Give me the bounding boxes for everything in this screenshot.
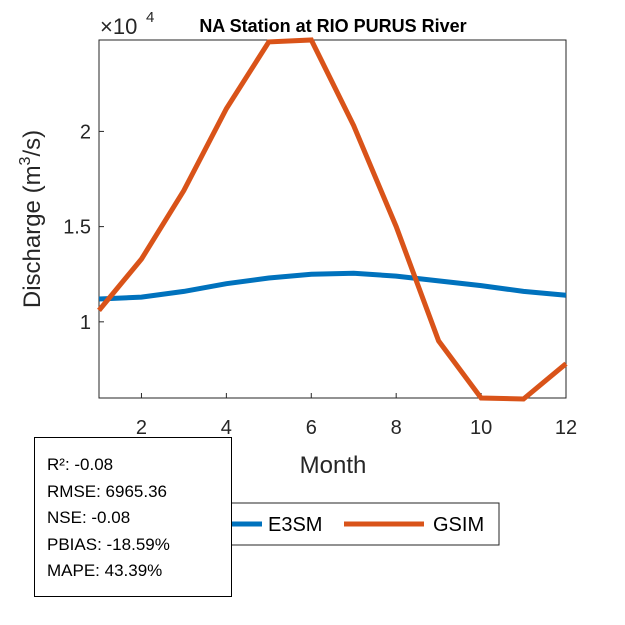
stat-rmse: RMSE: 6965.36 xyxy=(47,481,168,501)
series-line-gsim xyxy=(97,37,568,402)
stat-mape: MAPE: 43.39% xyxy=(47,561,163,580)
x-tick-label: 2 xyxy=(136,417,147,439)
legend-label-e3sm: E3SM xyxy=(268,514,322,536)
x-tick-label: 12 xyxy=(555,417,577,439)
y-tick-label: 1 xyxy=(80,312,91,334)
series-lines xyxy=(97,37,568,402)
series-line-e3sm xyxy=(98,270,567,302)
x-ticks: 2 4 6 8 10 12 xyxy=(136,393,577,439)
y-axis-label-main: Discharge (m xyxy=(19,165,46,308)
legend-label-gsim: GSIM xyxy=(433,514,484,536)
x-tick-label: 8 xyxy=(391,417,402,439)
x-tick-label: 10 xyxy=(470,417,492,439)
stat-r2: R²: -0.08 xyxy=(47,455,114,474)
y-axis-label-sup: 3 xyxy=(17,156,34,165)
y-axis-label: Discharge (m3/s) xyxy=(17,130,46,308)
x-tick-label: 6 xyxy=(306,417,317,439)
x-tick-label: 4 xyxy=(221,417,232,439)
y-exponent-base: ×10 xyxy=(100,14,137,39)
chart-title: NA Station at RIO PURUS River xyxy=(199,16,466,36)
plot-area-frame xyxy=(98,39,567,399)
y-tick-label: 2 xyxy=(80,121,91,143)
y-tick-label: 1.5 xyxy=(63,217,91,239)
y-ticks: 11.52 xyxy=(63,121,104,334)
y-exponent-power: 4 xyxy=(146,9,154,26)
stats-box: R²: -0.08 RMSE: 6965.36 NSE: -0.08 PBIAS… xyxy=(34,437,232,597)
x-axis-label: Month xyxy=(300,452,367,479)
legend: E3SM GSIM xyxy=(225,502,500,546)
stat-pbias: PBIAS: -18.59% xyxy=(47,534,170,554)
stat-nse: NSE: -0.08 xyxy=(47,508,131,527)
y-axis-label-end: /s) xyxy=(19,130,46,157)
